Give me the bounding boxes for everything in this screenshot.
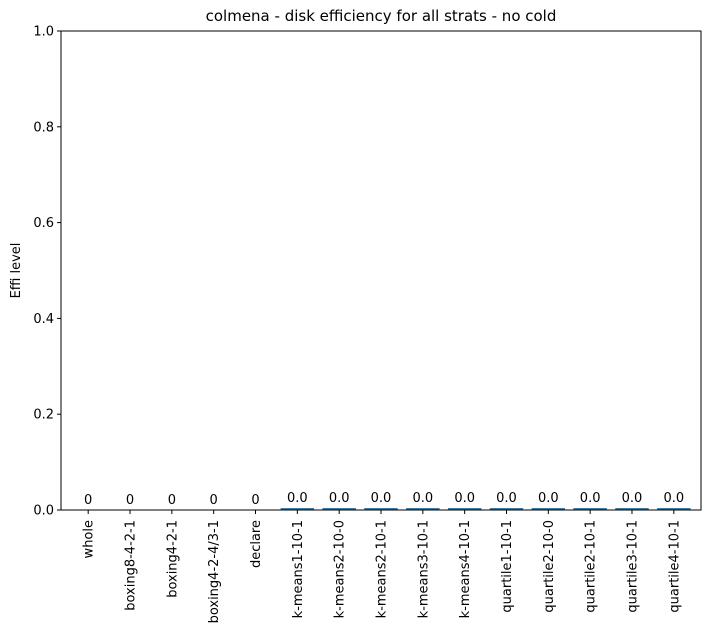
- bar-value-label: 0: [126, 493, 134, 508]
- bar: [573, 508, 607, 510]
- x-tick-label: k-means1-10-1: [291, 520, 306, 618]
- bar-value-label: 0: [168, 493, 176, 508]
- bar: [406, 508, 440, 510]
- bar-value-label: 0.0: [580, 491, 601, 506]
- x-tick-label: boxing8-4-2-1: [124, 520, 139, 611]
- bar: [447, 508, 482, 510]
- x-tick-label: quartile2-10-0: [542, 520, 557, 613]
- x-axis-ticks: whole boxing8-4-2-1 boxing4-2-1 boxing4-2-4…: [82, 510, 682, 623]
- x-tick-label: k-means2-10-1: [375, 520, 390, 618]
- bar-value-label: 0: [84, 493, 92, 508]
- bar-value-label: 0.0: [412, 491, 433, 506]
- x-tick-label: boxing4-2-1: [165, 520, 180, 598]
- x-tick-label: quartile4-10-1: [667, 520, 682, 613]
- bar: [615, 508, 649, 510]
- bar-value-label: 0.0: [287, 491, 308, 506]
- chart-title: colmena - disk efficiency for all strats…: [206, 7, 557, 25]
- bars: [280, 508, 691, 510]
- bar: [322, 508, 356, 510]
- bar: [489, 508, 524, 510]
- data-labels: 0 0 0 0 0 0.0 0.0 0.0 0.0 0.0 0.0 0.0 0.0 0.0 0.0: [84, 491, 684, 508]
- x-tick-label: quartile3-10-1: [625, 520, 640, 613]
- y-axis-label: Effi level: [9, 243, 24, 299]
- bar: [280, 508, 315, 510]
- bar-value-label: 0.0: [496, 491, 517, 506]
- bar: [531, 508, 566, 510]
- bar-value-label: 0.0: [329, 491, 350, 506]
- bar-value-label: 0.0: [454, 491, 475, 506]
- y-tick-label: 0.2: [33, 408, 54, 423]
- bar-value-label: 0.0: [622, 491, 643, 506]
- bar-value-label: 0.0: [538, 491, 559, 506]
- bar: [657, 508, 691, 510]
- x-tick-label: k-means4-10-1: [458, 520, 473, 618]
- x-tick-label: declare: [249, 520, 264, 568]
- x-tick-label: quartile1-10-1: [500, 520, 515, 613]
- y-tick-label: 0.0: [33, 504, 54, 519]
- x-tick-label: quartile2-10-1: [584, 520, 599, 613]
- y-tick-label: 1.0: [33, 25, 54, 40]
- bar-value-label: 0: [210, 493, 218, 508]
- bar-value-label: 0.0: [371, 491, 392, 506]
- x-tick-label: whole: [82, 520, 97, 558]
- y-tick-label: 0.8: [33, 120, 54, 135]
- bar-value-label: 0.0: [663, 491, 684, 506]
- plot-area-frame: [60, 30, 702, 511]
- x-tick-label: boxing4-2-4/3-1: [207, 520, 222, 623]
- y-axis-ticks: 0.0 0.2 0.4 0.6 0.8 1.0: [33, 25, 61, 519]
- bar: [364, 508, 398, 510]
- bar-value-label: 0: [251, 493, 259, 508]
- y-tick-label: 0.4: [33, 312, 54, 327]
- x-tick-label: k-means2-10-0: [333, 520, 348, 618]
- y-tick-label: 0.6: [33, 216, 54, 231]
- x-tick-label: k-means3-10-1: [416, 520, 431, 618]
